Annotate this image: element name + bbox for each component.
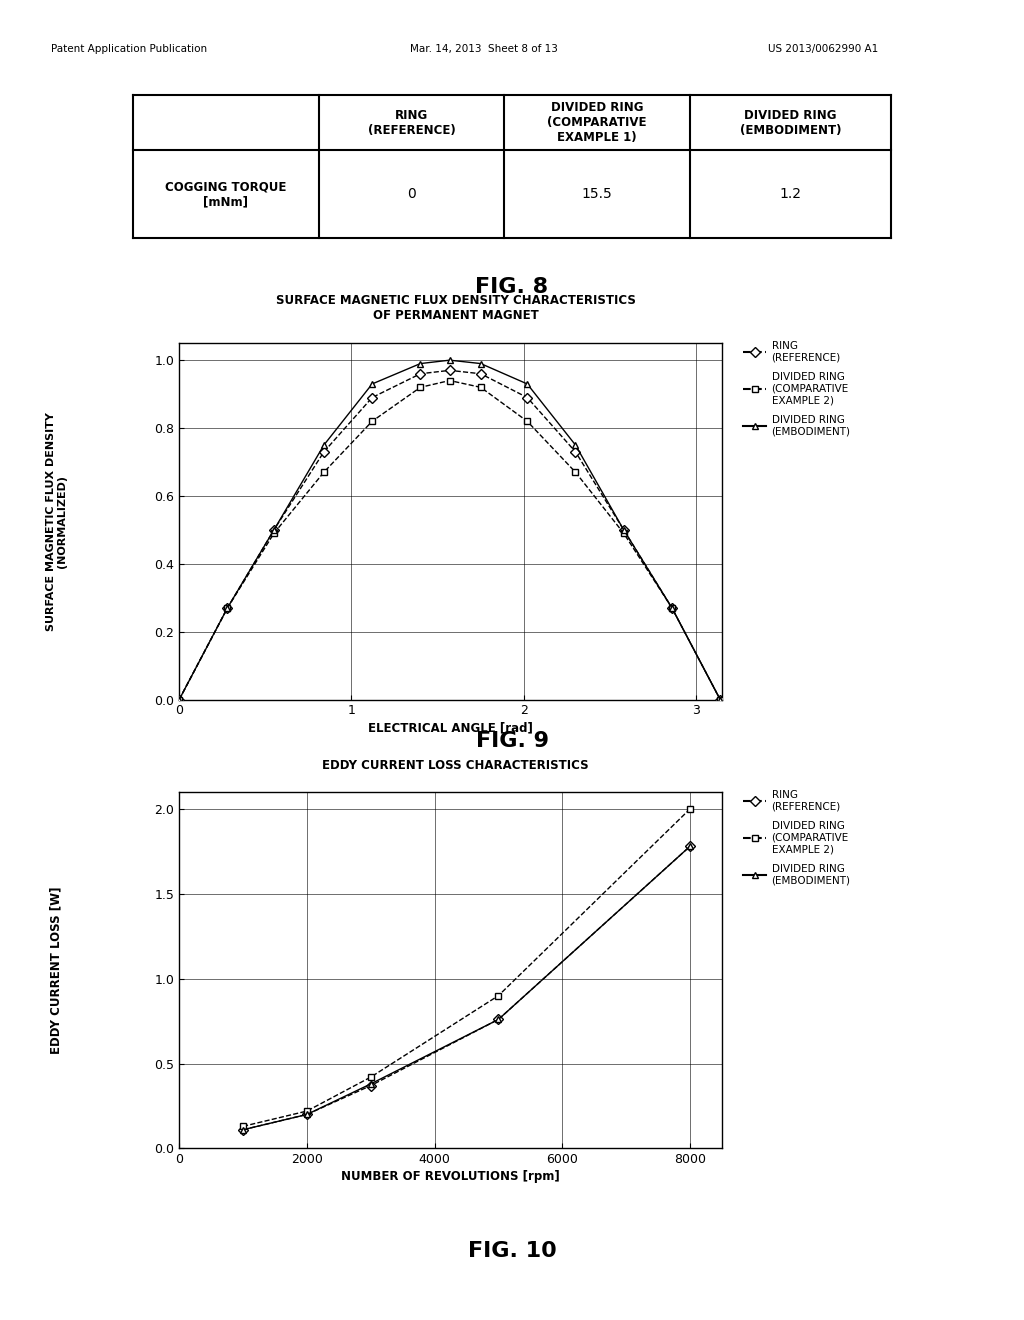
Text: 1.2: 1.2	[779, 187, 802, 201]
Legend: RING
(REFERENCE), DIVIDED RING
(COMPARATIVE
EXAMPLE 2), DIVIDED RING
(EMBODIMENT: RING (REFERENCE), DIVIDED RING (COMPARAT…	[743, 342, 851, 437]
X-axis label: NUMBER OF REVOLUTIONS [rpm]: NUMBER OF REVOLUTIONS [rpm]	[341, 1171, 560, 1184]
Text: DIVIDED RING
(COMPARATIVE
EXAMPLE 1): DIVIDED RING (COMPARATIVE EXAMPLE 1)	[548, 102, 647, 144]
Text: EDDY CURRENT LOSS [W]: EDDY CURRENT LOSS [W]	[50, 887, 62, 1053]
Text: DIVIDED RING
(EMBODIMENT): DIVIDED RING (EMBODIMENT)	[739, 108, 842, 137]
Text: SURFACE MAGNETIC FLUX DENSITY
(NORMALIZED): SURFACE MAGNETIC FLUX DENSITY (NORMALIZE…	[45, 412, 68, 631]
Text: SURFACE MAGNETIC FLUX DENSITY CHARACTERISTICS
OF PERMANENT MAGNET: SURFACE MAGNETIC FLUX DENSITY CHARACTERI…	[275, 294, 636, 322]
X-axis label: ELECTRICAL ANGLE [rad]: ELECTRICAL ANGLE [rad]	[368, 722, 534, 735]
Text: US 2013/0062990 A1: US 2013/0062990 A1	[768, 44, 879, 54]
Legend: RING
(REFERENCE), DIVIDED RING
(COMPARATIVE
EXAMPLE 2), DIVIDED RING
(EMBODIMENT: RING (REFERENCE), DIVIDED RING (COMPARAT…	[743, 791, 851, 886]
Text: FIG. 9: FIG. 9	[475, 731, 549, 751]
Text: Mar. 14, 2013  Sheet 8 of 13: Mar. 14, 2013 Sheet 8 of 13	[410, 44, 557, 54]
Text: EDDY CURRENT LOSS CHARACTERISTICS: EDDY CURRENT LOSS CHARACTERISTICS	[323, 759, 589, 772]
Text: FIG. 10: FIG. 10	[468, 1241, 556, 1261]
Text: FIG. 8: FIG. 8	[475, 277, 549, 297]
Text: COGGING TORQUE
[mNm]: COGGING TORQUE [mNm]	[165, 180, 287, 209]
Text: 15.5: 15.5	[582, 187, 612, 201]
Text: RING
(REFERENCE): RING (REFERENCE)	[368, 108, 456, 137]
Text: Patent Application Publication: Patent Application Publication	[51, 44, 207, 54]
Text: 0: 0	[408, 187, 416, 201]
